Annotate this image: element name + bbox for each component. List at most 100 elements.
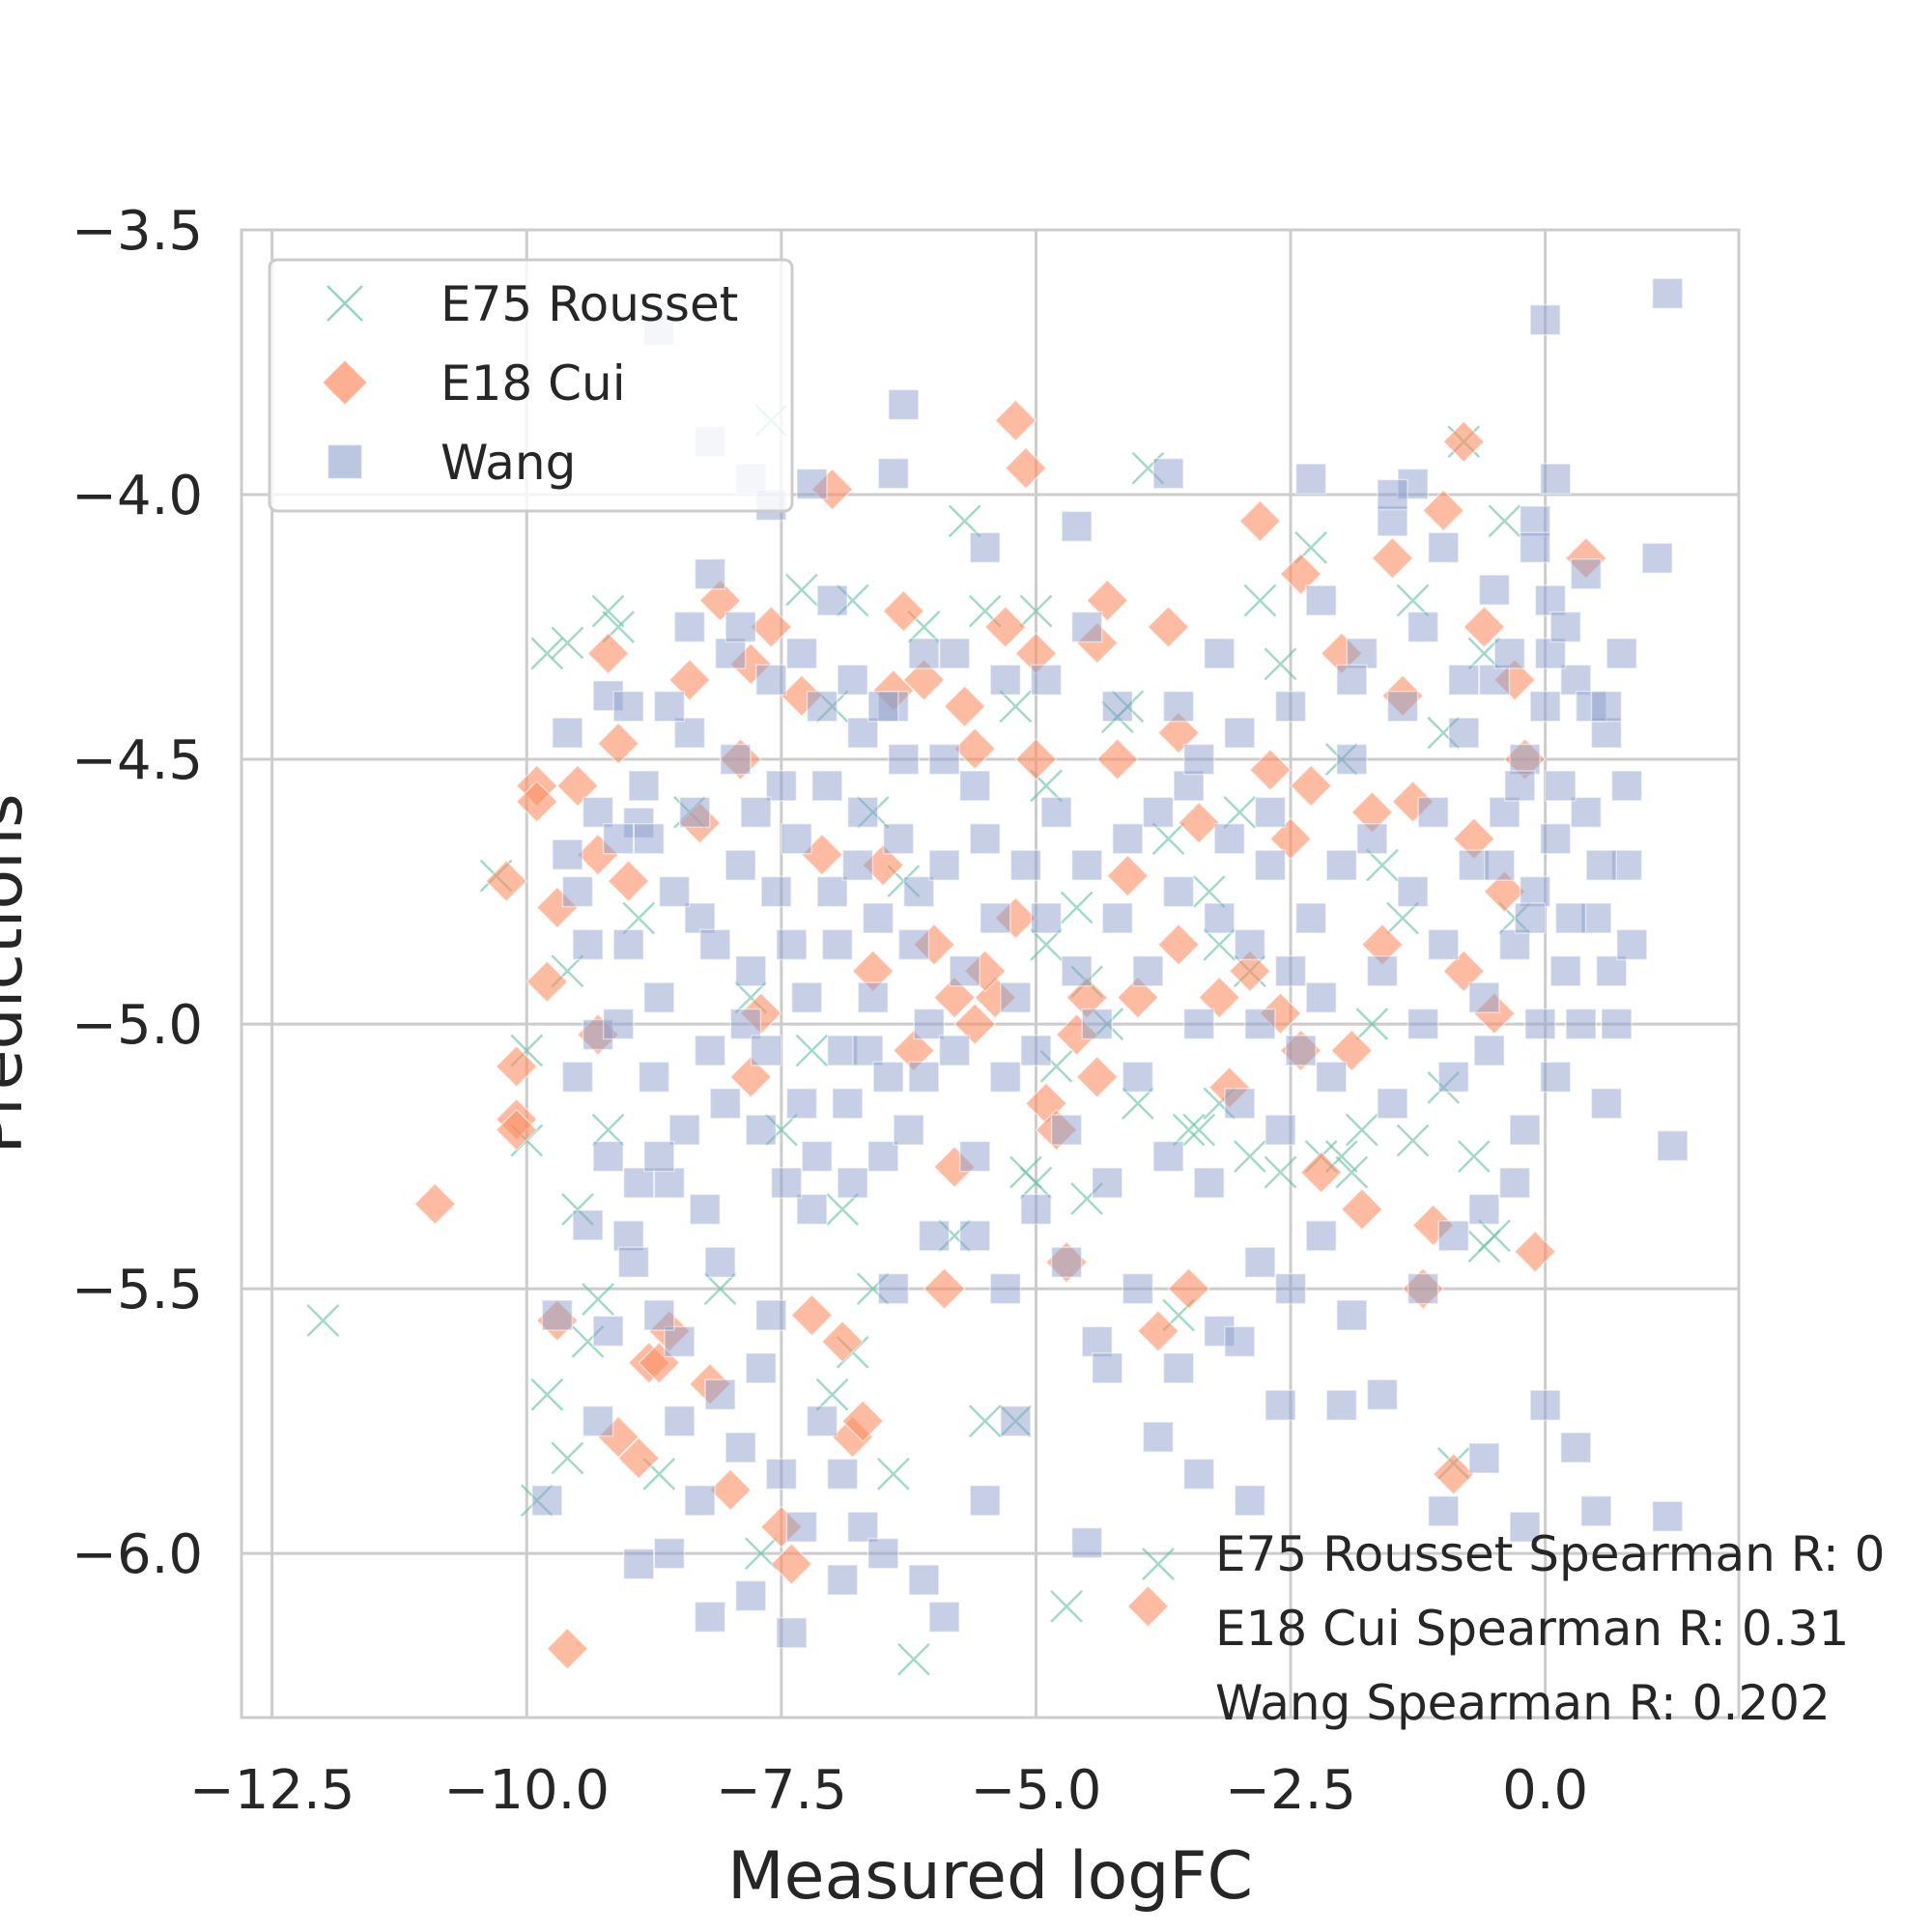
- data-point: [1570, 557, 1603, 590]
- data-point: [572, 928, 604, 961]
- data-point: [953, 1003, 997, 1046]
- data-point: [1554, 902, 1587, 934]
- data-point: [913, 1008, 945, 1040]
- x-axis-label: Measured logFC: [727, 1838, 1253, 1915]
- data-point: [1264, 647, 1297, 681]
- data-point: [1427, 1495, 1460, 1527]
- data-point: [1325, 849, 1358, 881]
- data-point: [1498, 928, 1531, 961]
- data-point: [1560, 1432, 1592, 1463]
- data-point: [983, 605, 1027, 649]
- data-point: [699, 928, 731, 961]
- legend: E75 Rousset E18 Cui Wang: [268, 258, 794, 513]
- data-point: [612, 928, 644, 961]
- data-point: [1060, 891, 1094, 924]
- data-point: [795, 1034, 829, 1067]
- spearman-annotation: Wang Spearman R: 0.202: [1215, 1675, 1831, 1731]
- data-point: [1406, 1272, 1439, 1305]
- data-point: [658, 875, 691, 908]
- data-point: [1519, 531, 1551, 564]
- data-point: [989, 1061, 1022, 1094]
- data-point: [602, 822, 635, 855]
- data-point: [582, 1405, 614, 1437]
- x-tick-label: −12.5: [189, 1759, 355, 1822]
- data-point: [1192, 875, 1226, 908]
- data-point: [1254, 849, 1287, 881]
- data-point: [1315, 1061, 1348, 1094]
- data-point: [897, 1642, 930, 1676]
- data-point: [714, 638, 747, 669]
- data-point: [709, 1088, 742, 1120]
- data-point: [1377, 505, 1408, 537]
- data-point: [816, 875, 848, 908]
- data-point: [882, 589, 925, 633]
- data-point: [628, 770, 660, 802]
- data-point: [582, 1283, 614, 1316]
- data-point: [729, 1008, 762, 1040]
- data-point: [622, 901, 656, 935]
- data-point: [1203, 902, 1236, 934]
- data-point: [1377, 1088, 1408, 1120]
- data-point: [1651, 277, 1684, 310]
- data-point: [724, 849, 756, 881]
- data-point: [1595, 955, 1628, 987]
- data-point: [1488, 504, 1521, 538]
- data-point: [1009, 849, 1042, 881]
- data-point: [1585, 849, 1617, 881]
- data-point: [689, 1193, 722, 1226]
- data-point: [801, 1140, 833, 1173]
- data-point: [755, 1299, 787, 1331]
- data-point: [897, 928, 930, 961]
- data-point: [862, 902, 895, 934]
- data-point: [877, 1272, 910, 1305]
- data-point: [938, 638, 971, 669]
- data-point: [1173, 770, 1205, 802]
- data-point: [776, 928, 808, 961]
- spearman-annotation: E75 Rousset Spearman R: 0: [1215, 1526, 1885, 1582]
- data-point: [1152, 457, 1184, 490]
- data-point: [582, 796, 614, 829]
- data-point: [1386, 690, 1419, 723]
- data-point: [1040, 796, 1072, 829]
- y-tick-label: −3.5: [71, 200, 203, 263]
- data-point: [1610, 770, 1643, 802]
- data-point: [958, 770, 991, 802]
- data-point: [1224, 717, 1256, 749]
- data-point: [1294, 902, 1327, 934]
- data-point: [1122, 1272, 1154, 1305]
- legend-box: [268, 258, 794, 513]
- data-point: [1467, 1230, 1501, 1264]
- data-point: [867, 1537, 899, 1570]
- data-point: [1172, 1113, 1206, 1147]
- data-point: [740, 796, 772, 829]
- data-point: [1377, 478, 1408, 511]
- data-point: [1504, 770, 1536, 802]
- spearman-annotations: E75 Rousset Spearman R: 0 E18 Cui Spearma…: [1215, 1526, 1885, 1731]
- data-point: [1106, 854, 1150, 897]
- data-point: [1101, 902, 1134, 934]
- data-point: [586, 632, 630, 675]
- legend-label: E75 Rousset: [440, 276, 738, 332]
- data-point: [841, 849, 874, 881]
- data-point: [1478, 664, 1511, 696]
- data-point: [591, 594, 625, 628]
- data-point: [989, 1272, 1022, 1305]
- data-point: [1366, 955, 1399, 987]
- data-point: [1000, 1405, 1032, 1437]
- y-tick-label: −5.0: [71, 994, 203, 1057]
- data-point: [781, 822, 812, 855]
- data-point: [694, 1601, 726, 1634]
- data-point: [1330, 1029, 1374, 1072]
- data-point: [724, 611, 756, 643]
- data-point: [888, 743, 920, 776]
- data-point: [1086, 579, 1129, 622]
- data-point: [664, 1405, 696, 1437]
- data-point: [1493, 638, 1526, 669]
- data-point: [1182, 1458, 1215, 1491]
- data-point: [785, 573, 818, 607]
- data-point: [1305, 584, 1337, 616]
- data-point: [1509, 1511, 1541, 1543]
- data-points: [306, 277, 1689, 1676]
- data-point: [643, 981, 675, 1013]
- data-point: [592, 1140, 624, 1173]
